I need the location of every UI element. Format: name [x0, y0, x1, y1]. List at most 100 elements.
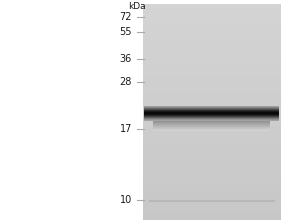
Bar: [144, 111, 279, 112]
Bar: [153, 122, 270, 123]
Bar: [142, 24, 280, 26]
Bar: [142, 191, 280, 193]
Bar: [142, 73, 280, 75]
Bar: [144, 120, 279, 121]
Bar: [144, 109, 279, 110]
Bar: [142, 37, 280, 39]
Bar: [142, 80, 280, 82]
Bar: [142, 89, 280, 91]
Bar: [142, 116, 280, 118]
Bar: [142, 123, 280, 125]
Bar: [144, 106, 279, 107]
Bar: [142, 42, 280, 44]
Bar: [142, 6, 280, 9]
Bar: [142, 132, 280, 134]
Bar: [142, 4, 280, 7]
Bar: [153, 130, 270, 131]
Bar: [153, 127, 270, 128]
Bar: [144, 108, 279, 109]
Bar: [142, 184, 280, 186]
Bar: [142, 211, 280, 213]
Bar: [142, 22, 280, 25]
Bar: [142, 92, 280, 95]
Bar: [142, 166, 280, 168]
Bar: [153, 122, 270, 123]
Bar: [144, 109, 279, 110]
Bar: [142, 105, 280, 107]
Bar: [142, 64, 280, 66]
Bar: [144, 120, 279, 121]
Bar: [153, 123, 270, 124]
Bar: [142, 159, 280, 161]
Bar: [153, 127, 270, 128]
Bar: [144, 115, 279, 116]
Bar: [142, 67, 280, 69]
Bar: [144, 106, 279, 107]
Bar: [142, 175, 280, 177]
Bar: [142, 46, 280, 48]
Bar: [142, 202, 280, 204]
Bar: [144, 115, 279, 116]
Bar: [148, 200, 274, 202]
Bar: [144, 113, 279, 114]
Bar: [142, 164, 280, 166]
Bar: [144, 119, 279, 120]
Bar: [142, 15, 280, 17]
Bar: [153, 129, 270, 130]
Bar: [142, 180, 280, 182]
Bar: [142, 83, 280, 86]
Bar: [142, 39, 280, 41]
Bar: [142, 203, 280, 206]
Bar: [142, 94, 280, 96]
Bar: [142, 119, 280, 121]
Bar: [142, 112, 280, 114]
Bar: [142, 162, 280, 164]
Bar: [144, 112, 279, 113]
Bar: [142, 85, 280, 87]
Bar: [142, 171, 280, 173]
Bar: [144, 111, 279, 112]
Bar: [142, 193, 280, 195]
Bar: [142, 205, 280, 207]
Bar: [142, 144, 280, 146]
Bar: [144, 114, 279, 115]
Bar: [144, 119, 279, 120]
Text: 72: 72: [119, 12, 132, 22]
Bar: [144, 118, 279, 119]
Bar: [142, 160, 280, 163]
Bar: [153, 125, 270, 126]
Bar: [144, 112, 279, 113]
Bar: [144, 113, 279, 114]
Bar: [142, 35, 280, 37]
Bar: [153, 121, 270, 122]
Bar: [142, 209, 280, 211]
Bar: [144, 110, 279, 111]
Bar: [142, 142, 280, 145]
Bar: [142, 148, 280, 150]
Bar: [153, 129, 270, 130]
Bar: [144, 117, 279, 118]
Bar: [144, 110, 279, 111]
Bar: [153, 123, 270, 124]
Bar: [142, 194, 280, 197]
Text: 17: 17: [120, 124, 132, 134]
Text: 10: 10: [120, 196, 132, 205]
Text: kDa: kDa: [128, 2, 145, 11]
Bar: [144, 111, 279, 112]
Bar: [144, 112, 279, 113]
Bar: [142, 47, 280, 50]
Bar: [142, 177, 280, 179]
Bar: [144, 108, 279, 109]
Bar: [142, 44, 280, 46]
Bar: [144, 109, 279, 110]
Bar: [142, 33, 280, 35]
Bar: [144, 106, 279, 107]
Bar: [142, 60, 280, 62]
Bar: [144, 114, 279, 115]
Bar: [142, 56, 280, 59]
Bar: [142, 182, 280, 184]
Bar: [142, 13, 280, 16]
Bar: [144, 107, 279, 108]
Bar: [142, 108, 280, 111]
Bar: [142, 146, 280, 148]
